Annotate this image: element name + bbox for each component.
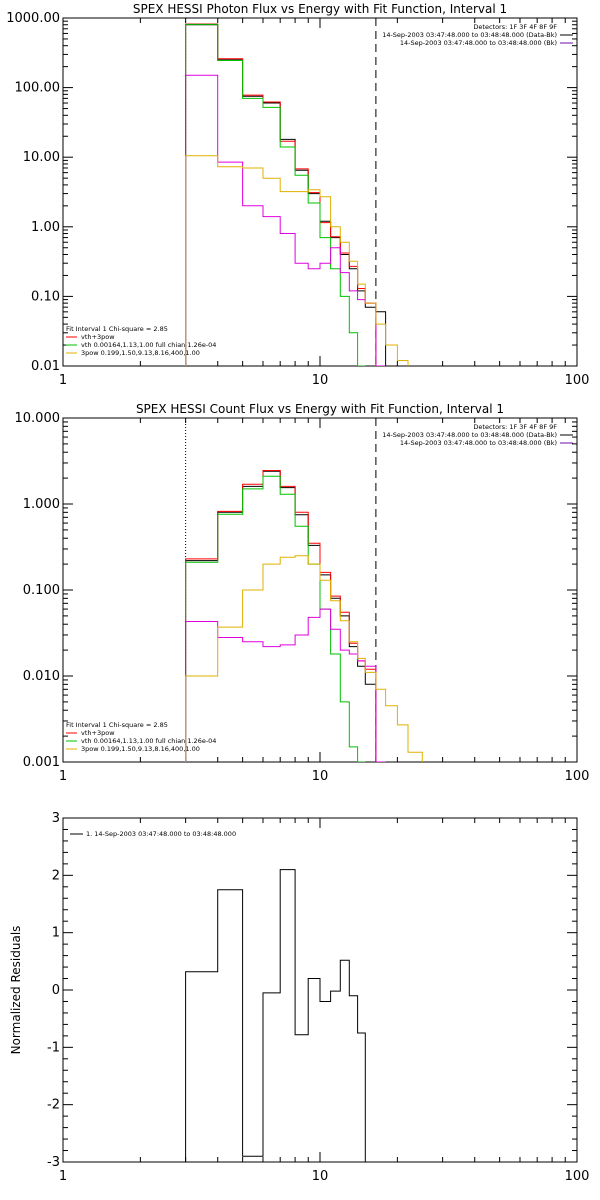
legend-entry: Fit Interval 1 Chi-square = 2.85	[66, 721, 168, 729]
chart-title: SPEX HESSI Photon Flux vs Energy with Fi…	[133, 2, 507, 16]
series-line-magenta	[185, 608, 386, 762]
legend-entry: vth+3pow	[81, 333, 115, 341]
y-tick-label: 0.01	[31, 359, 60, 374]
y-tick-label: -1	[47, 1040, 60, 1055]
chart-title: SPEX HESSI Count Flux vs Energy with Fit…	[136, 402, 504, 416]
x-tick-label: 100	[565, 769, 590, 784]
y-tick-label: 2	[52, 868, 60, 883]
y-tick-label: 0.100	[23, 583, 60, 598]
x-tick-label: 10	[312, 1169, 329, 1184]
chart-3: Normalized Residuals 1 10 100 -3 -2 -1 0 1 2 3 1. 1…	[9, 811, 589, 1184]
y-tick-label: 0.001	[23, 755, 60, 770]
y-tick-label: 1.00	[31, 220, 60, 235]
y-tick-label: 3	[52, 811, 60, 826]
x-tick-label: 1	[59, 373, 67, 388]
series-line-yellow	[185, 555, 423, 762]
x-tick-label: 10	[312, 373, 329, 388]
series-line-green	[185, 23, 366, 366]
legend-entry: 1. 14-Sep-2003 03:47:48.000 to 03:48:48.…	[86, 830, 236, 838]
y-tick-label: 10.000	[15, 411, 61, 426]
y-tick-label: 1.000	[23, 497, 60, 512]
y-tick-label: 10.00	[23, 150, 60, 165]
chart-1: SPEX HESSI Photon Flux vs Energy with Fi…	[6, 2, 589, 388]
y-tick-label: -2	[47, 1098, 60, 1113]
legend-entry: vth 0.00164,1.13,1.00 full chian 1.26e-0…	[81, 341, 216, 349]
info-line: Detectors: 1F 3F 4F 8F 9F	[473, 23, 557, 31]
x-tick-label: 10	[312, 769, 329, 784]
legend-entry: Fit Interval 1 Chi-square = 2.85	[66, 325, 168, 333]
y-axis-label: Normalized Residuals	[9, 926, 23, 1055]
legend-entry: vth+3pow	[81, 729, 115, 737]
x-tick-label: 1	[59, 1169, 67, 1184]
chart-2: SPEX HESSI Count Flux vs Energy with Fit…	[15, 402, 590, 784]
y-tick-label: -3	[47, 1155, 60, 1170]
y-tick-label: 0	[52, 983, 60, 998]
x-tick-label: 1	[59, 769, 67, 784]
info-line: Detectors: 1F 3F 4F 8F 9F	[473, 423, 557, 431]
info-line: 14-Sep-2003 03:47:48.000 to 03:48:48.000…	[400, 39, 557, 47]
info-line: 14-Sep-2003 03:47:48.000 to 03:48:48.000…	[382, 31, 557, 39]
info-line: 14-Sep-2003 03:47:48.000 to 03:48:48.000…	[400, 439, 557, 447]
y-tick-label: 100.00	[15, 81, 61, 96]
legend-entry: 3pow 0.199,1.50,9.13,8.16,400,1.00	[81, 745, 200, 753]
y-tick-label: 0.010	[23, 669, 60, 684]
x-tick-label: 100	[565, 1169, 590, 1184]
series-line-black	[185, 869, 366, 1162]
x-tick-label: 100	[565, 373, 590, 388]
series-line-black	[185, 24, 387, 366]
y-tick-label: 1000.00	[6, 11, 60, 26]
series-line-magenta	[185, 74, 386, 366]
y-tick-label: 0.10	[31, 289, 60, 304]
legend-entry: vth 0.00164,1.13,1.00 full chian 1.26e-0…	[81, 737, 216, 745]
series-line-green	[185, 475, 366, 762]
legend-entry: 3pow 0.199,1.50,9.13,8.16,400,1.00	[81, 349, 200, 357]
series-line-black	[185, 470, 377, 762]
info-line: 14-Sep-2003 03:47:48.000 to 03:48:48.000…	[382, 431, 557, 439]
series-line-yellow	[185, 155, 409, 366]
y-tick-label: 1	[52, 926, 60, 941]
